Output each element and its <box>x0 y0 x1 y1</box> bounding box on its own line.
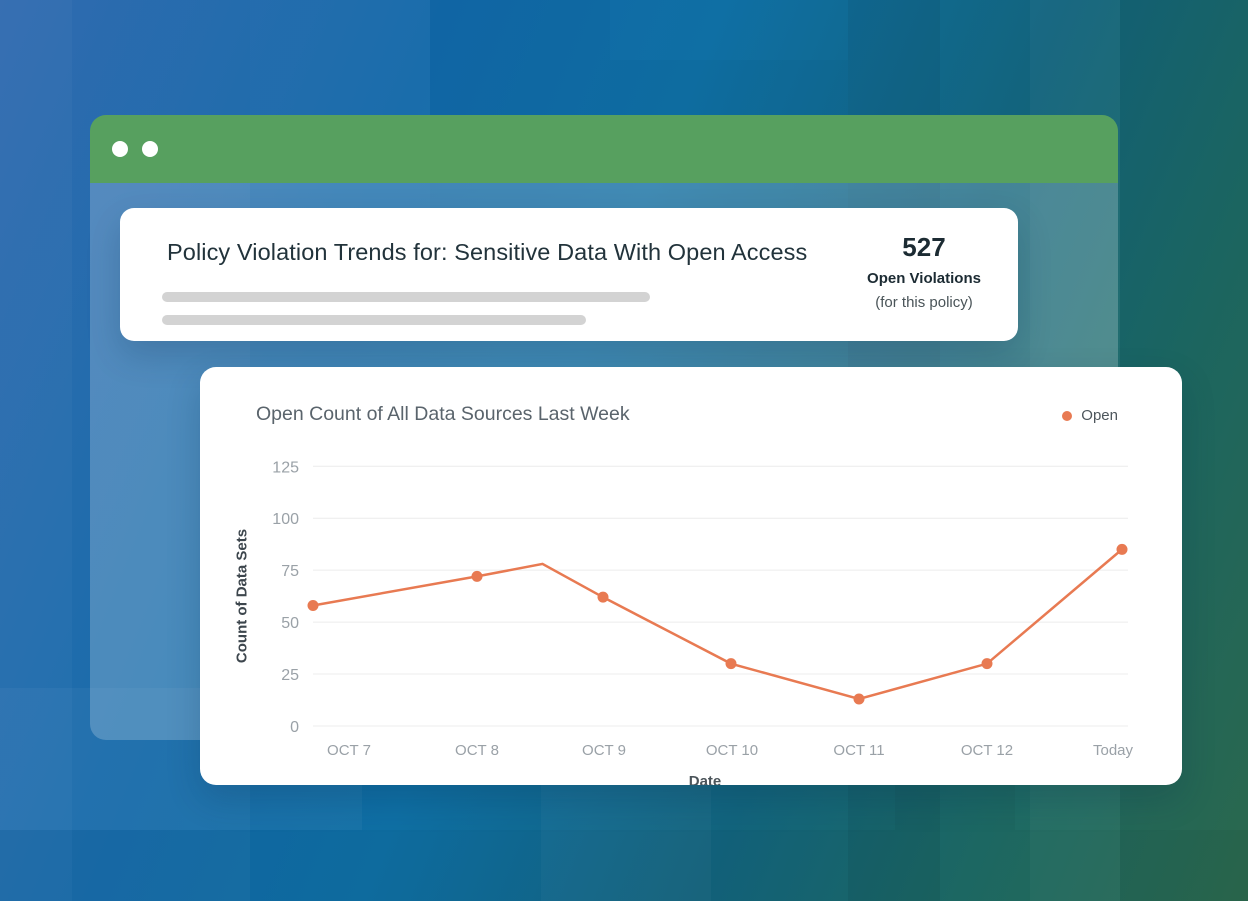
x-tick-label: OCT 9 <box>582 742 626 759</box>
window-titlebar <box>90 115 1118 183</box>
window-control-dot[interactable] <box>142 141 158 157</box>
stat-label: Open Violations <box>867 270 981 287</box>
chart-legend[interactable]: Open <box>1062 407 1118 424</box>
legend-open-label: Open <box>1081 407 1118 424</box>
x-tick-label: OCT 12 <box>961 742 1013 759</box>
x-tick-label: OCT 8 <box>455 742 499 759</box>
chart-point[interactable] <box>1116 543 1128 555</box>
chart-point[interactable] <box>725 658 737 670</box>
trend-chart-svg: 0 25 50 75 100 125 OCT 7 OCT 8 OCT 9 OCT 10 OCT 11… <box>272 459 1134 759</box>
x-tick-label: OCT 10 <box>706 742 758 759</box>
chart-point[interactable] <box>307 599 319 611</box>
chart-point[interactable] <box>597 591 609 603</box>
y-tick-label: 100 <box>272 511 299 528</box>
x-axis-title: Date <box>688 773 722 785</box>
chart-title: Open Count of All Data Sources Last Week <box>256 403 630 425</box>
chart-line-open <box>312 548 1123 701</box>
stat-sublabel: (for this policy) <box>875 294 973 311</box>
x-tick-label: Today <box>1093 742 1134 759</box>
chart-point[interactable] <box>853 693 865 705</box>
policy-violation-title: Policy Violation Trends for: Sensitive D… <box>167 239 808 265</box>
chart-card: Open Count of All Data Sources Last Week… <box>200 367 1182 785</box>
skeleton-bar <box>162 292 650 302</box>
x-tick-label: OCT 7 <box>327 742 371 759</box>
y-tick-label: 75 <box>281 563 299 580</box>
stat-value: 527 <box>902 232 946 262</box>
background-tile <box>0 830 1248 901</box>
window-control-dot[interactable] <box>112 141 128 157</box>
x-tick-label: OCT 11 <box>833 742 884 759</box>
y-tick-label: 125 <box>272 459 299 476</box>
policy-violation-card: Policy Violation Trends for: Sensitive D… <box>120 208 1018 341</box>
y-tick-label: 25 <box>281 667 299 684</box>
y-tick-label: 0 <box>290 719 299 736</box>
skeleton-bar <box>162 315 586 325</box>
y-tick-label: 50 <box>281 615 299 632</box>
chart-point[interactable] <box>471 570 483 582</box>
chart-point[interactable] <box>981 658 993 670</box>
y-axis-title: Count of Data Sets <box>233 528 251 664</box>
open-violations-stat: 527 Open Violations (for this policy) <box>844 232 1004 311</box>
legend-open-dot <box>1062 410 1073 421</box>
background-tile <box>0 0 72 901</box>
